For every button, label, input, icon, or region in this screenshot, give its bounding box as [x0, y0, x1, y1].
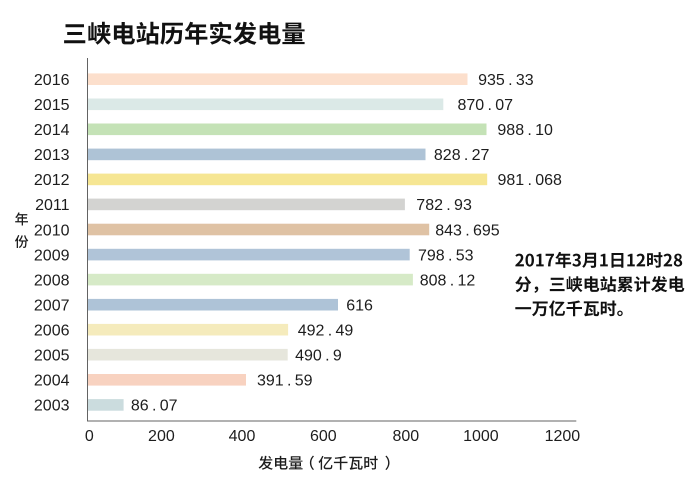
svg-text:86.07: 86. 07: [131, 398, 178, 415]
svg-text:2009: 2009: [34, 247, 70, 264]
svg-text:870.07: 870. 07: [458, 97, 514, 114]
svg-text:1000: 1000: [463, 428, 499, 445]
svg-text:2004: 2004: [34, 373, 70, 390]
svg-text:2011: 2011: [35, 197, 70, 214]
svg-text:391.59: 391. 59: [257, 373, 313, 390]
svg-text:782.93: 782. 93: [416, 197, 472, 214]
svg-text:808.12: 808. 12: [420, 272, 476, 289]
svg-text:800: 800: [392, 428, 419, 445]
svg-text:2013: 2013: [34, 147, 70, 164]
svg-text:200: 200: [148, 428, 175, 445]
svg-text:0: 0: [85, 428, 94, 445]
svg-text:2014: 2014: [34, 122, 70, 139]
svg-text:2015: 2015: [34, 97, 70, 114]
svg-text:1200: 1200: [545, 428, 581, 445]
svg-text:798.53: 798. 53: [418, 247, 474, 264]
svg-text:935.33: 935. 33: [478, 72, 534, 89]
svg-text:988.10: 988. 10: [497, 122, 553, 139]
svg-text:600: 600: [310, 428, 337, 445]
svg-text:2006: 2006: [34, 323, 70, 340]
svg-text:2007: 2007: [34, 298, 70, 315]
svg-text:2016: 2016: [34, 72, 70, 89]
svg-text:2010: 2010: [34, 222, 70, 239]
svg-text:490.9: 490. 9: [295, 348, 342, 365]
svg-text:2012: 2012: [34, 172, 70, 189]
svg-text:843.695: 843. 695: [435, 222, 500, 239]
svg-text:2005: 2005: [34, 348, 70, 365]
svg-text:492.49: 492. 49: [298, 323, 354, 340]
svg-text:2008: 2008: [34, 272, 70, 289]
svg-text:981.068: 981. 068: [498, 172, 563, 189]
svg-text:400: 400: [229, 428, 256, 445]
svg-text:828.27: 828. 27: [434, 147, 490, 164]
svg-text:2003: 2003: [34, 398, 70, 415]
svg-text:616: 616: [346, 298, 373, 315]
